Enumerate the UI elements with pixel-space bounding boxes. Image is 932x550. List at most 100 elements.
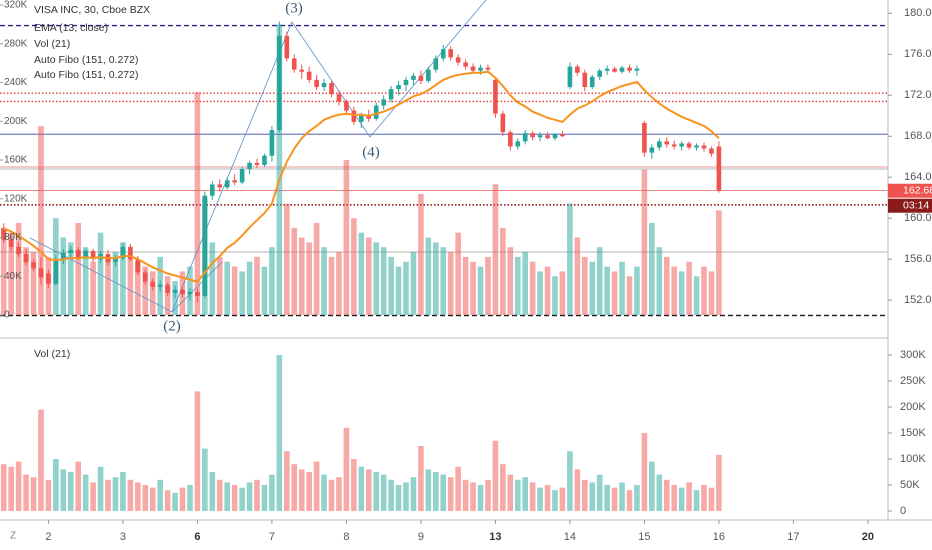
candle-body	[120, 246, 126, 259]
volume-bar	[358, 466, 365, 512]
volume-bar	[38, 126, 44, 316]
volume-bar	[477, 484, 484, 512]
candle-body	[522, 133, 528, 142]
volume-bar	[395, 484, 402, 512]
volume-bar	[306, 471, 312, 512]
candle-body	[627, 67, 632, 71]
volume-bar	[231, 484, 238, 512]
volume-bar	[388, 256, 394, 316]
volume-bar	[708, 487, 715, 512]
last-price-box	[888, 183, 932, 198]
volume-bar	[8, 466, 14, 512]
candle-body	[455, 57, 461, 63]
volume-bar	[574, 469, 581, 512]
volume-bar	[425, 469, 432, 512]
candle-body	[694, 145, 699, 148]
volume-bar	[313, 461, 320, 512]
volume-bar	[276, 24, 283, 316]
volume-bar	[224, 261, 231, 316]
volume-bar	[38, 409, 44, 512]
volume-bar	[507, 247, 514, 316]
candle-body	[31, 262, 36, 269]
volume-bar	[663, 256, 670, 316]
candle-body	[604, 68, 610, 71]
volume-bar	[492, 184, 499, 316]
volume-bar	[626, 276, 633, 316]
volume-bar	[149, 487, 156, 512]
volume-bar	[462, 256, 469, 316]
volume-bar	[708, 271, 715, 316]
volume-bar	[626, 490, 633, 512]
candle-body	[83, 250, 88, 258]
volume-bar	[373, 471, 380, 512]
volume-bar	[611, 271, 618, 316]
volume-bar	[507, 474, 514, 512]
volume-bar	[321, 247, 327, 316]
candle-body	[172, 289, 178, 293]
volume-bar	[291, 227, 298, 316]
candle-body	[701, 145, 707, 149]
y-tick-label: 168.00	[904, 130, 932, 142]
candle-body	[239, 169, 245, 183]
candle-body	[299, 69, 305, 72]
last-price-label: 162.68	[903, 185, 932, 197]
candle-body	[135, 259, 141, 273]
candle-body	[150, 281, 156, 287]
wave-label: (2)	[163, 318, 181, 334]
volume-bar	[8, 232, 14, 316]
volume-bar	[380, 247, 387, 316]
volume-bar	[291, 464, 298, 512]
vol-tick-label: 250K	[900, 375, 926, 387]
volume-bar	[82, 474, 89, 512]
candle-body	[61, 253, 66, 261]
candle-body	[180, 289, 185, 294]
candle-body	[619, 67, 625, 72]
volume-bar	[477, 266, 484, 316]
volume-bar	[619, 261, 625, 316]
candle-body	[634, 68, 640, 71]
volume-bar	[589, 482, 596, 512]
volume-bar	[619, 482, 625, 512]
volume-bar	[336, 477, 342, 512]
candle-body	[671, 144, 677, 147]
volume-bar	[82, 247, 89, 316]
candle-body	[142, 272, 148, 282]
volume-bar	[67, 242, 74, 316]
volume-bar	[470, 482, 476, 512]
volume-bar	[351, 458, 357, 512]
volume-bar	[231, 266, 238, 316]
logo[interactable]: Z	[10, 531, 16, 542]
x-tick-label: 14	[564, 531, 576, 543]
volume-bar	[649, 461, 655, 512]
pane-title: Vol (21)	[34, 348, 70, 360]
volume-bar	[284, 451, 290, 512]
volume-bar	[246, 482, 253, 512]
legend-item: Auto Fibo (151, 0.272)	[34, 69, 138, 81]
y-tick-label: 160.00	[904, 212, 932, 224]
volume-bar	[663, 479, 670, 512]
x-tick-label: 13	[489, 531, 501, 543]
volume-bar	[149, 271, 156, 316]
candle-body	[210, 184, 215, 196]
candle-body	[642, 122, 647, 153]
volume-bar	[678, 487, 685, 512]
volume-bar	[224, 482, 231, 512]
candle-body	[448, 49, 454, 58]
volume-bar	[179, 487, 186, 512]
volume-bar	[581, 256, 588, 316]
candle-body	[284, 35, 290, 59]
volume-bar	[432, 242, 439, 316]
volume-bar	[410, 252, 417, 316]
candle-body	[217, 184, 223, 188]
volume-bar	[447, 252, 454, 316]
volume-bar	[432, 471, 439, 512]
volume-bar	[596, 247, 603, 316]
volume-bar	[671, 266, 678, 316]
volume-bar	[455, 466, 461, 512]
candle-body	[262, 155, 267, 165]
volume-bar	[135, 482, 141, 512]
candle-body	[686, 143, 692, 148]
volume-bar	[343, 160, 350, 316]
volume-bar	[701, 266, 707, 316]
volume-bar	[678, 271, 685, 316]
